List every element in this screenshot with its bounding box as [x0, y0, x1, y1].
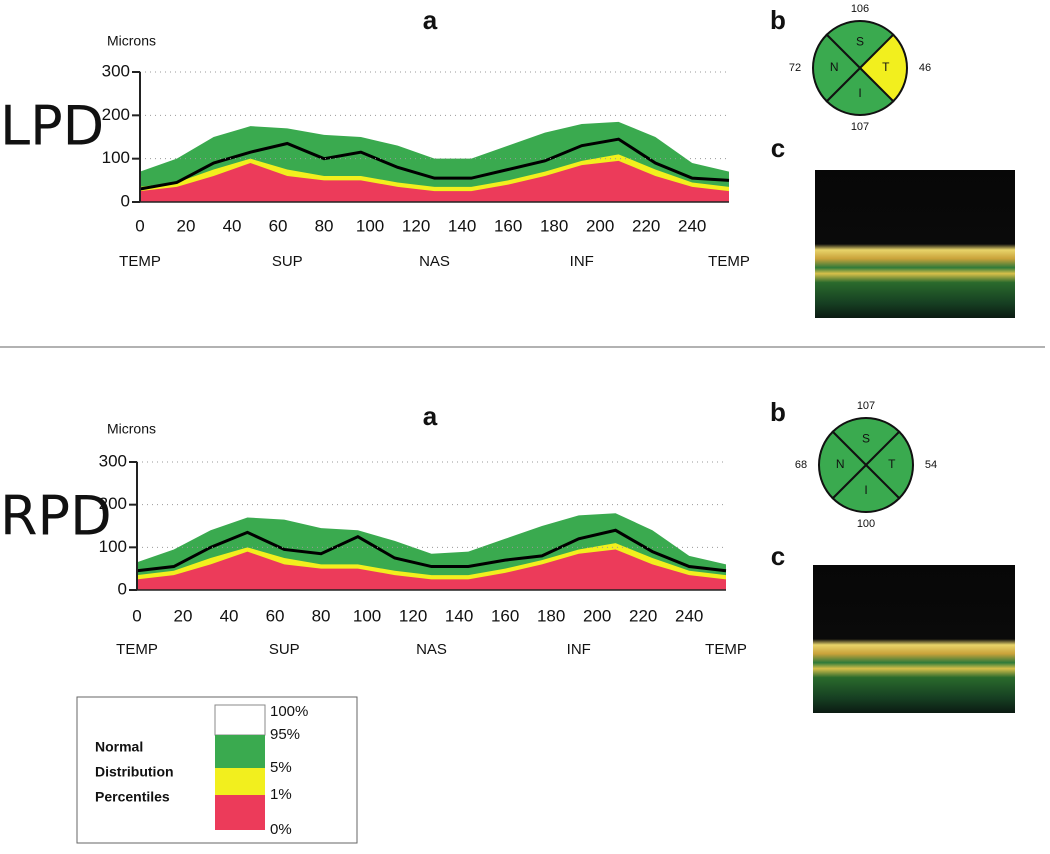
region-label: TEMP: [116, 641, 158, 658]
patient-line: [139, 137, 730, 191]
legend-level: 0%: [270, 821, 292, 838]
x-tick-label: 80: [312, 606, 331, 625]
x-tick-label: 160: [491, 606, 519, 625]
panel-letter: b: [770, 397, 786, 427]
region-label: TEMP: [708, 253, 750, 270]
x-tick-label: 20: [177, 216, 196, 235]
x-tick-label: 220: [632, 216, 660, 235]
x-tick-label: 60: [269, 216, 288, 235]
quadrant-value: 54: [925, 459, 937, 471]
quadrant-value: 106: [851, 3, 869, 15]
quadrant-letter: S: [856, 34, 864, 48]
y-tick-label: 0: [118, 579, 127, 598]
oct-image: [813, 565, 1015, 713]
legend-level: 95%: [270, 726, 300, 743]
y-tick-label: 300: [99, 451, 127, 470]
quadrant-letter: T: [882, 60, 890, 74]
region-label: INF: [567, 641, 591, 658]
y-tick-label: 200: [99, 494, 127, 513]
region-label: TEMP: [705, 641, 747, 658]
panel-letter: b: [770, 5, 786, 35]
y-axis-label: Microns: [107, 421, 156, 437]
quadrant-value: 68: [795, 459, 807, 471]
quadrant: [818, 430, 868, 500]
legend-swatch: [215, 735, 265, 768]
x-tick-label: 180: [537, 606, 565, 625]
quadrant-letter: N: [836, 457, 845, 471]
legend-swatch: [214, 704, 266, 736]
quadrant-value: 46: [919, 62, 931, 74]
x-tick-label: 220: [629, 606, 657, 625]
quadrant-value: 107: [851, 121, 869, 133]
x-tick-label: 40: [223, 216, 242, 235]
x-tick-label: 0: [135, 216, 144, 235]
quadrant: [858, 33, 908, 103]
quadrant-letter: S: [862, 431, 870, 445]
x-tick-label: 100: [356, 216, 384, 235]
region-label: TEMP: [119, 253, 161, 270]
quadrant-letter: I: [864, 483, 867, 497]
x-tick-label: 120: [402, 216, 430, 235]
panel-letter: c: [771, 133, 785, 163]
y-tick-label: 100: [102, 148, 130, 167]
region-label: NAS: [419, 253, 450, 270]
legend-swatch: [215, 795, 265, 830]
legend-level: 100%: [270, 703, 308, 720]
legend-level: 1%: [270, 786, 292, 803]
quadrant-value: 100: [857, 518, 875, 530]
quadrant-value: 107: [857, 400, 875, 412]
y-tick-label: 300: [102, 61, 130, 80]
x-tick-label: 180: [540, 216, 568, 235]
quadrant: [831, 463, 901, 513]
y-tick-label: 200: [102, 105, 130, 124]
quadrant: [825, 20, 895, 70]
legend-swatch: [215, 768, 265, 795]
quadrant-letter: N: [830, 60, 839, 74]
region-label: SUP: [272, 253, 303, 270]
x-tick-label: 100: [353, 606, 381, 625]
quadrant-value: 72: [789, 62, 801, 74]
quadrant-letter: T: [888, 457, 896, 471]
x-tick-label: 80: [315, 216, 334, 235]
legend-title: Percentiles: [95, 789, 170, 805]
x-tick-label: 140: [445, 606, 473, 625]
quadrant: [812, 33, 862, 103]
quadrant: [864, 430, 914, 500]
x-tick-label: 140: [448, 216, 476, 235]
y-tick-label: 100: [99, 537, 127, 556]
panel-label: LPD: [0, 95, 104, 158]
x-tick-label: 40: [220, 606, 239, 625]
x-tick-label: 160: [494, 216, 522, 235]
panel-letter: a: [423, 401, 438, 431]
quadrant: [831, 417, 901, 467]
legend-title: Normal: [95, 739, 143, 755]
x-tick-label: 200: [583, 606, 611, 625]
panel-letter: a: [423, 5, 438, 35]
percentile-area: [140, 160, 729, 202]
region-label: SUP: [269, 641, 300, 658]
region-label: NAS: [416, 641, 447, 658]
x-tick-label: 200: [586, 216, 614, 235]
panel-letter: c: [771, 541, 785, 571]
quadrant: [825, 66, 895, 116]
x-tick-label: 60: [266, 606, 285, 625]
percentile-area: [137, 549, 726, 590]
y-axis-label: Microns: [107, 33, 156, 49]
quadrant-letter: I: [858, 86, 861, 100]
x-tick-label: 120: [399, 606, 427, 625]
x-tick-label: 240: [675, 606, 703, 625]
legend-level: 5%: [270, 759, 292, 776]
region-label: INF: [570, 253, 594, 270]
x-tick-label: 240: [678, 216, 706, 235]
panel-label: RPD: [0, 485, 112, 548]
oct-image: [815, 170, 1015, 318]
x-tick-label: 0: [132, 606, 141, 625]
y-tick-label: 0: [121, 191, 130, 210]
patient-line: [136, 528, 727, 573]
x-tick-label: 20: [174, 606, 193, 625]
legend-title: Distribution: [95, 764, 174, 780]
